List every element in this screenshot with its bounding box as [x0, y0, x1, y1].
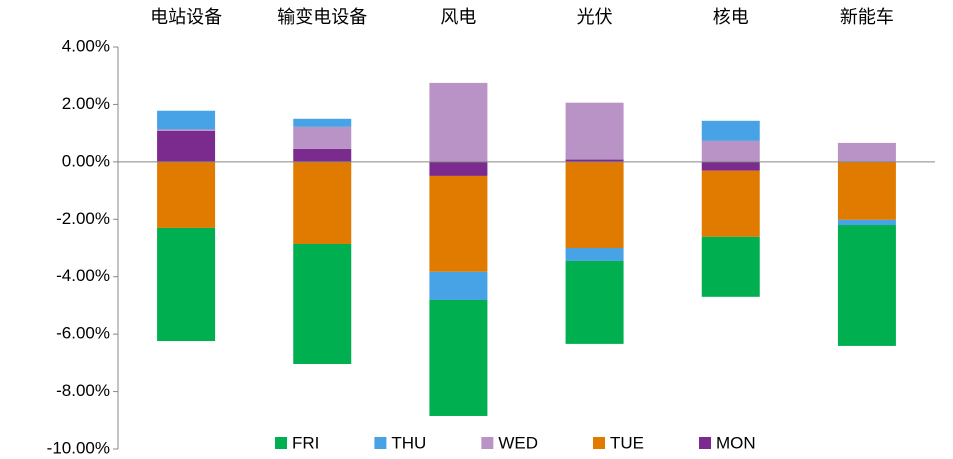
- bar-segment: [293, 148, 352, 162]
- bar-segment: [565, 159, 624, 162]
- legend-label: WED: [498, 433, 538, 452]
- bar-segment: [157, 227, 216, 342]
- y-tick-label: 4.00%: [62, 36, 110, 55]
- legend-swatch: [275, 437, 287, 449]
- bar-segment: [837, 161, 896, 220]
- category-label: 新能车: [840, 7, 894, 27]
- y-tick-label: -10.00%: [47, 438, 110, 457]
- category-label: 风电: [440, 7, 476, 27]
- legend-swatch: [593, 437, 606, 449]
- y-tick-label: -2.00%: [56, 209, 110, 228]
- bar-segment: [429, 82, 488, 162]
- bar-segment: [701, 140, 760, 162]
- legend-label: THU: [391, 433, 426, 452]
- y-tick-label: 0.00%: [62, 151, 110, 170]
- category-label: 光伏: [577, 7, 613, 27]
- legend-label: FRI: [292, 433, 319, 452]
- bar-segment: [565, 102, 624, 160]
- bar-segment: [701, 170, 760, 237]
- bar-segment: [565, 161, 624, 248]
- y-tick-label: -8.00%: [56, 381, 110, 400]
- bar-segment: [701, 161, 760, 171]
- bar-segment: [429, 299, 488, 416]
- bar-segment: [157, 130, 216, 162]
- category-label: 电站设备: [150, 7, 222, 27]
- bar-segment: [565, 260, 624, 344]
- y-tick-label: 2.00%: [62, 94, 110, 113]
- bar-segment: [837, 142, 896, 162]
- bar-segment: [157, 110, 216, 130]
- category-label: 核电: [713, 7, 749, 27]
- bar-segment: [429, 175, 488, 272]
- y-tick-label: -6.00%: [56, 324, 110, 343]
- bar-segment: [837, 219, 896, 226]
- legend-label: MON: [716, 433, 756, 452]
- bar-segment: [293, 126, 352, 149]
- bar-segment: [701, 236, 760, 297]
- bar-segment: [293, 243, 352, 365]
- legend-swatch: [481, 437, 494, 449]
- bar-segment: [293, 161, 352, 244]
- legend-swatch: [699, 437, 712, 449]
- bar-segment: [157, 161, 216, 228]
- legend-label: TUE: [610, 433, 644, 452]
- bar-segment: [565, 248, 624, 261]
- bar-segment: [157, 129, 216, 131]
- bar-segment: [429, 271, 488, 300]
- legend-swatch: [374, 437, 387, 449]
- y-tick-label: -4.00%: [56, 266, 110, 285]
- bar-segment: [701, 120, 760, 141]
- bar-segment: [837, 225, 896, 346]
- category-label: 输变电设备: [277, 7, 367, 27]
- bar-segment: [293, 118, 352, 127]
- bar-segment: [429, 161, 488, 176]
